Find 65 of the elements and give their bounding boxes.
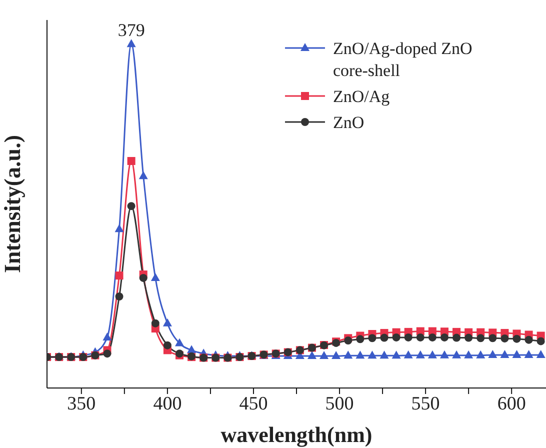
point [416, 333, 424, 342]
point [440, 333, 448, 342]
point [380, 334, 388, 342]
point [344, 336, 352, 345]
point [162, 318, 172, 326]
point [127, 157, 136, 166]
point [174, 338, 184, 346]
point [115, 292, 124, 301]
point [536, 337, 545, 346]
point [139, 274, 148, 282]
point [428, 350, 437, 358]
point [428, 333, 436, 342]
x-tick-label: 400 [153, 393, 182, 414]
point [464, 334, 473, 342]
point [500, 334, 509, 342]
point [524, 336, 533, 344]
point [452, 350, 462, 358]
point [476, 350, 486, 358]
point [368, 334, 376, 342]
point [416, 350, 425, 358]
point [187, 345, 196, 354]
point [307, 351, 316, 360]
point [440, 350, 449, 358]
point [404, 333, 412, 342]
point [392, 333, 400, 342]
point [512, 350, 522, 358]
x-tick-label: 450 [239, 393, 268, 414]
x-tick-label: 550 [411, 393, 440, 414]
x-tick-label: 350 [67, 393, 96, 414]
point [500, 350, 510, 358]
point [380, 350, 389, 359]
point [476, 334, 485, 342]
point [536, 350, 546, 358]
y-axis-title: Intensity(a.u.) [0, 134, 26, 274]
point [320, 351, 329, 360]
x-tick-label: 600 [497, 393, 526, 414]
point [138, 171, 148, 180]
point [103, 350, 112, 358]
legend-label: ZnO/Ag [333, 86, 391, 108]
point [524, 350, 534, 358]
point [464, 350, 474, 358]
point [126, 39, 136, 48]
x-axis-title: wavelength(nm) [220, 422, 372, 447]
point [114, 224, 124, 232]
legend-label: ZnO [333, 112, 366, 134]
annotation: 379 [118, 20, 145, 40]
point [163, 341, 172, 350]
point [127, 202, 136, 210]
point [102, 332, 112, 340]
point [356, 350, 365, 359]
point [344, 350, 353, 359]
point [151, 319, 160, 328]
legend-label: ZnO/Ag-doped ZnO core-shell [333, 38, 474, 82]
point [356, 335, 364, 344]
point [332, 351, 341, 360]
x-tick-label: 500 [325, 393, 354, 414]
point [368, 350, 377, 359]
point [115, 272, 124, 280]
point [150, 272, 160, 281]
point [404, 350, 413, 358]
point [488, 350, 498, 358]
point [452, 334, 461, 342]
point [512, 334, 521, 343]
point [488, 334, 497, 342]
point [392, 350, 401, 359]
